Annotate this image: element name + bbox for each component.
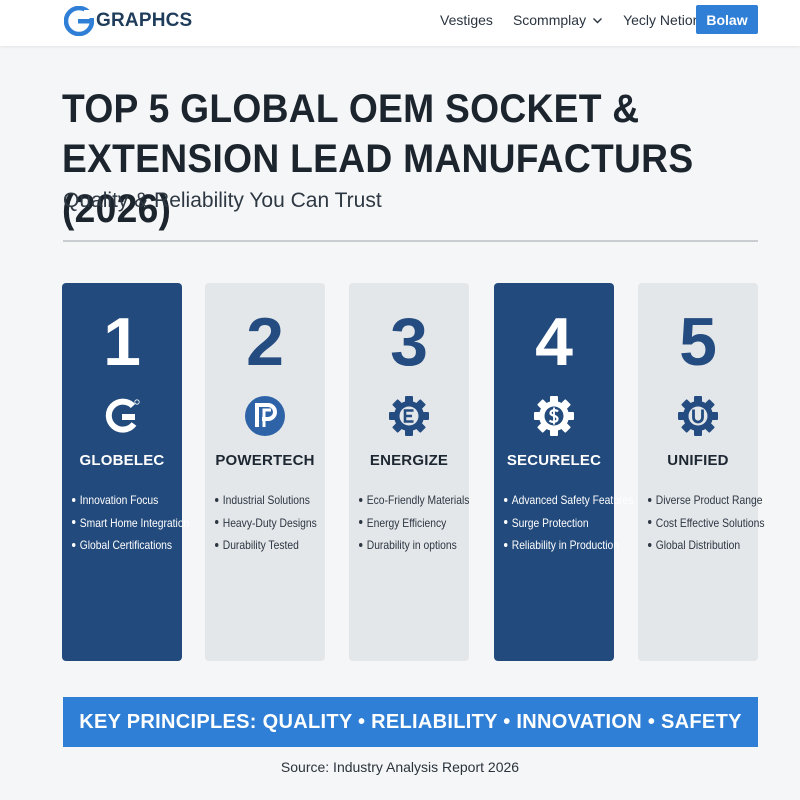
manufacturer-card-energize: 3 ENERGIZE Eco-Friendly Materials Energy… <box>349 283 469 661</box>
u-gear-icon <box>676 394 720 438</box>
divider <box>63 240 758 242</box>
feature-list: Innovation Focus Smart Home Integration … <box>72 489 189 557</box>
manufacturer-card-globelec: 1 GLOBELEC Innovation Focus Smart Home I… <box>62 283 189 661</box>
rank-number: 1 <box>103 304 141 380</box>
feature-item: Heavy-Duty Designs <box>215 512 317 535</box>
feature-item: Global Certifications <box>72 534 172 557</box>
feature-list: Diverse Product Range Cost Effective Sol… <box>648 489 765 557</box>
feature-item: Durability Tested <box>215 534 311 557</box>
feature-list: Industrial Solutions Heavy-Duty Designs … <box>215 489 327 557</box>
manufacturer-name: GLOBELEC <box>79 452 165 469</box>
feature-item: Global Distribution <box>648 534 744 557</box>
rank-number: 4 <box>535 304 573 380</box>
feature-item: Durability in options <box>359 534 457 557</box>
manufacturer-card-powertech: 2 POWERTECH Industrial Solutions Heavy-D… <box>205 283 325 661</box>
feature-item: Eco-Friendly Materials <box>359 489 469 512</box>
manufacturer-name: SECURELEC <box>506 452 602 469</box>
nav-link-vestiges[interactable]: Vestiges <box>440 12 493 28</box>
logo-text: GRAPHCS <box>96 10 193 31</box>
manufacturer-name: POWERTECH <box>215 452 315 469</box>
key-principles-banner: KEY PRINCIPLES: QUALITY • RELIABILITY • … <box>63 697 758 747</box>
nav-link-label: Vestiges <box>440 12 493 28</box>
manufacturer-name: ENERGIZE <box>369 452 449 469</box>
top-nav: GRAPHCS Vestiges Scommplay Yecly Netior … <box>0 0 800 46</box>
e-gear-icon <box>387 394 431 438</box>
source-note: Source: Industry Analysis Report 2026 <box>280 759 520 775</box>
feature-item: Advanced Safety Features <box>504 489 633 512</box>
rank-number: 2 <box>246 304 284 380</box>
manufacturer-card-unified: 5 UNIFIED Diverse Product Range Cost Eff… <box>638 283 765 661</box>
page-subtitle: Quality & Reliability You Can Trust <box>63 189 382 212</box>
feature-item: Surge Protection <box>504 512 600 535</box>
rank-number: 3 <box>390 304 428 380</box>
g-logo-icon <box>64 6 94 36</box>
nav-links: Vestiges Scommplay Yecly Netior <box>440 10 714 30</box>
feature-list: Eco-Friendly Materials Energy Efficiency… <box>359 489 471 557</box>
manufacturer-card-securelec: 4 SECURELEC Advanced Safety Features Sur… <box>494 283 633 661</box>
feature-item: Smart Home Integration <box>72 512 189 535</box>
feature-item: Energy Efficiency <box>359 512 455 535</box>
rank-number: 5 <box>679 304 717 380</box>
feature-item: Diverse Product Range <box>648 489 762 512</box>
cta-button[interactable]: Bolaw <box>696 5 758 34</box>
feature-list: Advanced Safety Features Surge Protectio… <box>504 489 633 557</box>
feature-item: Reliability in Production <box>504 534 619 557</box>
banner-text: KEY PRINCIPLES: QUALITY • RELIABILITY • … <box>79 710 742 733</box>
manufacturer-name: UNIFIED <box>667 452 729 469</box>
feature-item: Innovation Focus <box>72 489 168 512</box>
site-logo[interactable]: GRAPHCS <box>64 4 192 38</box>
nav-link-label: Yecly Netior <box>623 12 698 28</box>
dollar-gear-icon <box>532 394 576 438</box>
page-title: TOP 5 GLOBAL OEM SOCKET & EXTENSION LEAD… <box>62 87 694 231</box>
chevron-down-icon <box>593 17 603 23</box>
g-brand-icon <box>100 394 144 438</box>
p-brand-icon <box>243 394 287 438</box>
feature-item: Cost Effective Solutions <box>648 512 765 535</box>
nav-link-scommplay[interactable]: Scommplay <box>513 12 603 28</box>
feature-item: Industrial Solutions <box>215 489 311 512</box>
nav-link-label: Scommplay <box>512 12 587 28</box>
